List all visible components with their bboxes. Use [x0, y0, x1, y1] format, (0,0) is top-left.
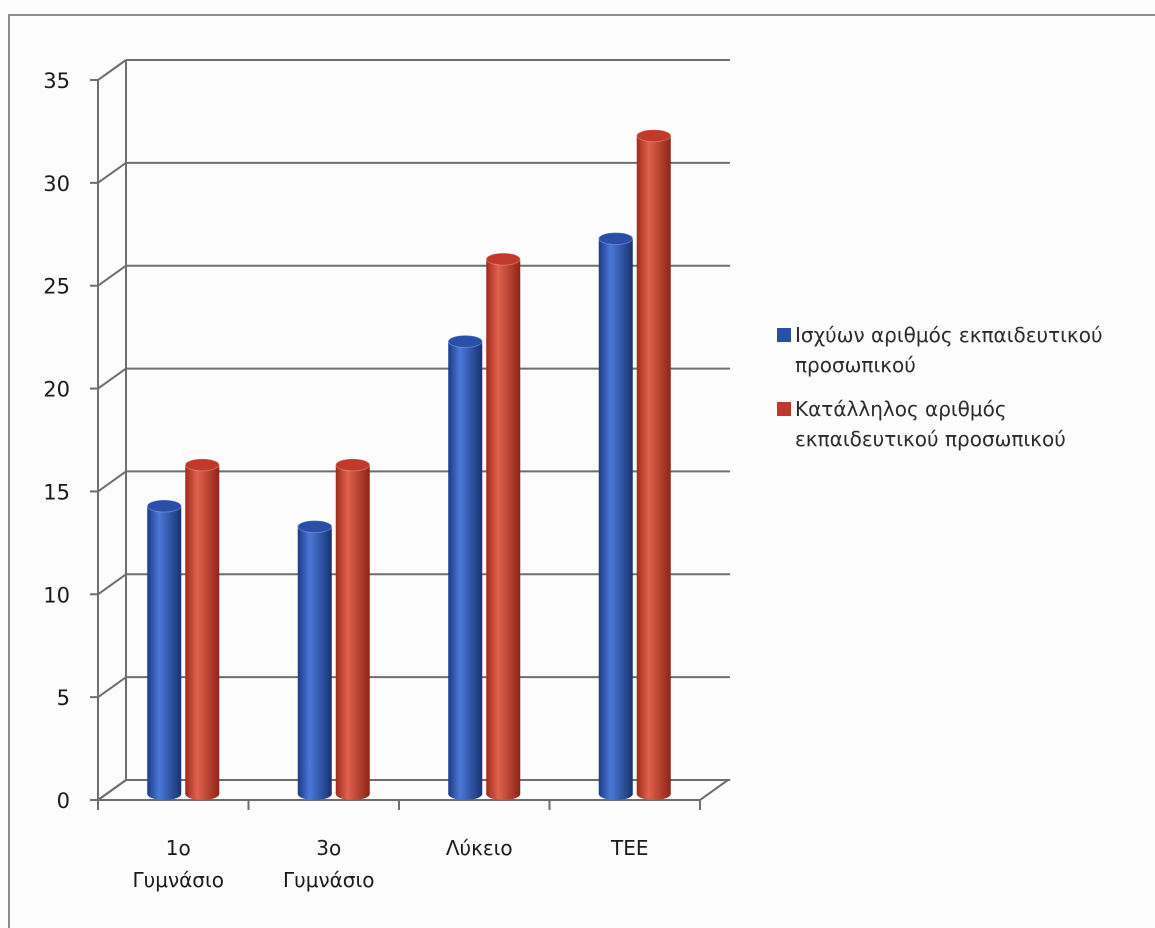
- legend-label-series-1-line2: προσωπικού: [795, 353, 916, 377]
- gridline-diagonal: [97, 676, 127, 698]
- bar-cap: [297, 520, 333, 534]
- bar-series-2: [485, 252, 521, 800]
- bar-cap: [447, 334, 483, 348]
- bar-cap: [146, 499, 182, 513]
- bar-body: [297, 526, 332, 794]
- x-category-label: Γυμνάσιο: [283, 868, 374, 892]
- y-tick-label: 0: [57, 789, 70, 813]
- frame-border-top: [8, 14, 1155, 16]
- x-category-label: ΤΕΕ: [610, 836, 649, 860]
- bar-base: [486, 788, 521, 800]
- legend-swatch-red: [777, 402, 791, 416]
- bar-body: [185, 464, 220, 794]
- frame-border-left: [8, 14, 10, 928]
- legend-label-series-1-line1: Ισχύων αριθμός εκπαιδευτικού: [795, 323, 1103, 347]
- axis-labels: 0 5 10 15 20 25 30 35 1ο Γυμνάσιο 3ο Γυμνάσιο Λύκειο…: [43, 69, 648, 892]
- bar-series-2: [636, 129, 672, 800]
- bar-body: [335, 464, 370, 794]
- legend-label-series-2-line2: εκπαιδευτικού προσωπικού: [795, 427, 1066, 451]
- x-category-label: Λύκειο: [446, 836, 513, 860]
- y-tick-label: 10: [43, 583, 70, 607]
- bar-body: [147, 506, 182, 794]
- bar-cap: [485, 252, 521, 266]
- x-category-label: Γυμνάσιο: [133, 868, 224, 892]
- gridline-diagonal: [97, 264, 127, 287]
- chart-floor: [94, 779, 732, 801]
- bar-base: [598, 788, 633, 800]
- bar-cap: [598, 232, 634, 246]
- gridline-diagonal: [97, 573, 127, 596]
- legend-item-series-2: Κατάλληλος αριθμός εκπαιδευτικού προσωπι…: [775, 394, 1150, 454]
- gridline-diagonal: [97, 59, 127, 81]
- y-tick-label: 5: [57, 686, 70, 710]
- bar-body: [486, 259, 521, 795]
- bar-body: [598, 238, 633, 795]
- bar-series-1: [598, 232, 634, 800]
- y-tick-label: 20: [43, 378, 70, 402]
- legend-label-series-2-line1: Κατάλληλος αριθμός: [795, 397, 1007, 421]
- bar-base: [147, 788, 182, 800]
- bar-base: [185, 788, 220, 800]
- bar-series-2: [184, 458, 220, 800]
- gridline-diagonal: [97, 470, 127, 493]
- bar-cap: [636, 129, 672, 143]
- bar-cap: [184, 458, 220, 472]
- bar-cap: [335, 458, 371, 472]
- gridline-diagonal: [97, 367, 127, 390]
- x-category-label: 3ο: [316, 836, 341, 860]
- bar-series-1: [297, 520, 333, 800]
- axes: [90, 60, 732, 810]
- y-tick-label: 25: [43, 275, 70, 299]
- gridline-diagonal: [97, 162, 127, 184]
- bar-body: [636, 135, 671, 794]
- bar-series-1: [447, 334, 483, 800]
- y-tick-label: 15: [43, 480, 70, 504]
- bar-base: [335, 788, 370, 800]
- bar-series-2: [335, 458, 371, 800]
- y-tick-label: 35: [43, 69, 70, 93]
- bar-base: [636, 788, 671, 800]
- bar-body: [448, 341, 483, 794]
- y-tick-label: 30: [43, 172, 70, 196]
- x-category-label: 1ο: [166, 836, 191, 860]
- bar-base: [448, 788, 483, 800]
- bar-base: [297, 788, 332, 800]
- legend-item-series-1: Ισχύων αριθμός εκπαιδευτικού προσωπικού: [775, 320, 1150, 380]
- bar-series-1: [146, 499, 182, 800]
- legend: Ισχύων αριθμός εκπαιδευτικού προσωπικού …: [775, 320, 1150, 468]
- bars: [146, 129, 672, 800]
- legend-swatch-blue: [777, 328, 791, 342]
